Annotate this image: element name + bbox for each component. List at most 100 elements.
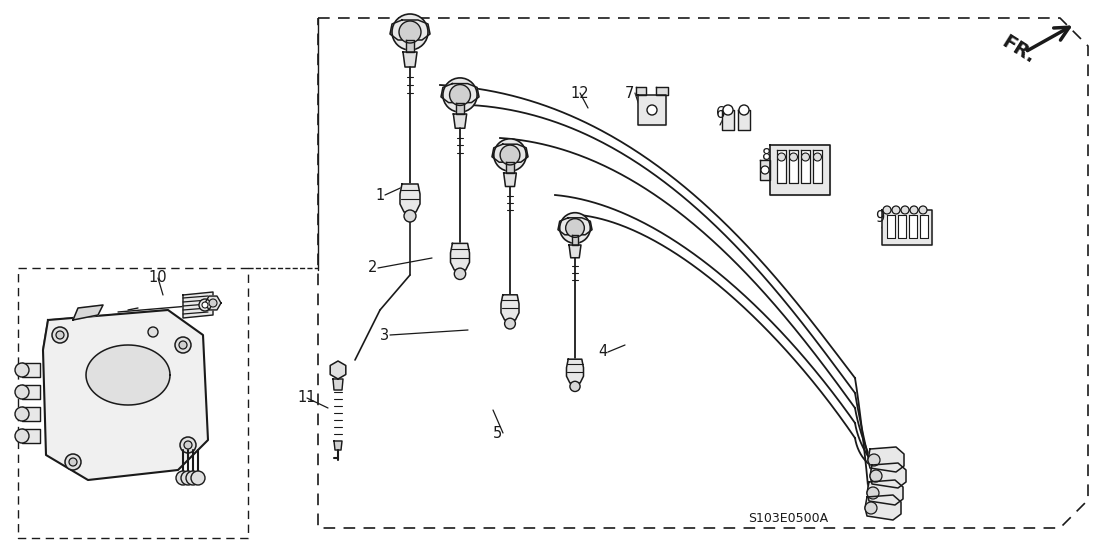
Polygon shape (330, 361, 346, 379)
Circle shape (209, 299, 217, 307)
Polygon shape (722, 110, 733, 130)
Polygon shape (888, 215, 895, 238)
Polygon shape (456, 103, 464, 114)
Circle shape (175, 337, 191, 353)
Polygon shape (572, 235, 578, 245)
Circle shape (790, 153, 798, 161)
Circle shape (404, 210, 416, 222)
Polygon shape (865, 495, 901, 520)
Polygon shape (183, 292, 213, 318)
Circle shape (69, 458, 76, 466)
Polygon shape (570, 245, 581, 258)
Circle shape (868, 454, 880, 466)
Polygon shape (400, 184, 420, 212)
Text: 6: 6 (716, 106, 726, 121)
Polygon shape (636, 87, 646, 95)
Polygon shape (866, 480, 903, 505)
Polygon shape (882, 210, 932, 245)
Circle shape (392, 14, 428, 50)
Circle shape (65, 454, 81, 470)
Circle shape (870, 470, 882, 482)
Circle shape (199, 299, 211, 311)
Circle shape (191, 471, 205, 485)
Text: 4: 4 (598, 345, 607, 359)
Circle shape (450, 85, 471, 106)
Circle shape (494, 139, 526, 171)
Polygon shape (909, 215, 917, 238)
Polygon shape (334, 441, 342, 450)
Text: 12: 12 (570, 86, 588, 101)
Text: 9: 9 (875, 211, 884, 226)
Circle shape (184, 441, 192, 449)
Polygon shape (406, 40, 414, 52)
Circle shape (813, 153, 821, 161)
Polygon shape (205, 296, 220, 310)
Circle shape (761, 166, 769, 174)
Circle shape (566, 218, 584, 237)
Text: 7: 7 (625, 86, 635, 101)
Circle shape (910, 206, 919, 214)
Polygon shape (656, 87, 668, 95)
Circle shape (901, 206, 909, 214)
Polygon shape (390, 20, 430, 40)
Polygon shape (760, 160, 770, 180)
Circle shape (16, 363, 29, 377)
Text: 2: 2 (368, 260, 378, 275)
Circle shape (919, 206, 927, 214)
Circle shape (399, 21, 421, 43)
Circle shape (52, 327, 68, 343)
Polygon shape (453, 114, 466, 128)
Polygon shape (86, 345, 170, 405)
Polygon shape (504, 173, 516, 186)
Circle shape (16, 385, 29, 399)
Circle shape (57, 331, 64, 339)
Circle shape (504, 318, 515, 329)
Circle shape (16, 407, 29, 421)
Circle shape (176, 471, 189, 485)
Polygon shape (801, 150, 810, 183)
Circle shape (778, 153, 786, 161)
Polygon shape (43, 310, 208, 480)
Text: 3: 3 (380, 327, 389, 342)
Circle shape (570, 382, 581, 392)
Polygon shape (777, 150, 786, 183)
Polygon shape (334, 379, 343, 390)
Polygon shape (868, 447, 904, 472)
Text: 8: 8 (762, 148, 771, 163)
Polygon shape (441, 84, 479, 103)
Text: S103E0500A: S103E0500A (748, 512, 828, 524)
Polygon shape (22, 429, 40, 443)
Circle shape (202, 302, 208, 308)
Polygon shape (566, 359, 584, 383)
Polygon shape (870, 463, 906, 488)
Circle shape (647, 105, 657, 115)
Polygon shape (770, 145, 830, 195)
Circle shape (179, 437, 196, 453)
Circle shape (181, 471, 195, 485)
Circle shape (739, 105, 749, 115)
Text: 5: 5 (493, 425, 502, 441)
Polygon shape (501, 295, 519, 320)
Polygon shape (22, 363, 40, 377)
Text: 10: 10 (148, 270, 166, 285)
Circle shape (179, 341, 187, 349)
Text: 11: 11 (297, 390, 316, 405)
Circle shape (500, 145, 520, 165)
Polygon shape (920, 215, 929, 238)
Circle shape (454, 268, 465, 279)
Circle shape (892, 206, 900, 214)
Circle shape (560, 213, 591, 243)
Polygon shape (638, 95, 666, 125)
Circle shape (16, 429, 29, 443)
Circle shape (724, 105, 733, 115)
Polygon shape (492, 144, 529, 162)
Text: FR.: FR. (998, 33, 1038, 67)
Circle shape (801, 153, 810, 161)
Polygon shape (73, 305, 103, 320)
Circle shape (443, 78, 478, 112)
Polygon shape (789, 150, 798, 183)
Circle shape (186, 471, 201, 485)
Polygon shape (897, 215, 906, 238)
Polygon shape (451, 243, 470, 270)
Polygon shape (558, 218, 592, 235)
